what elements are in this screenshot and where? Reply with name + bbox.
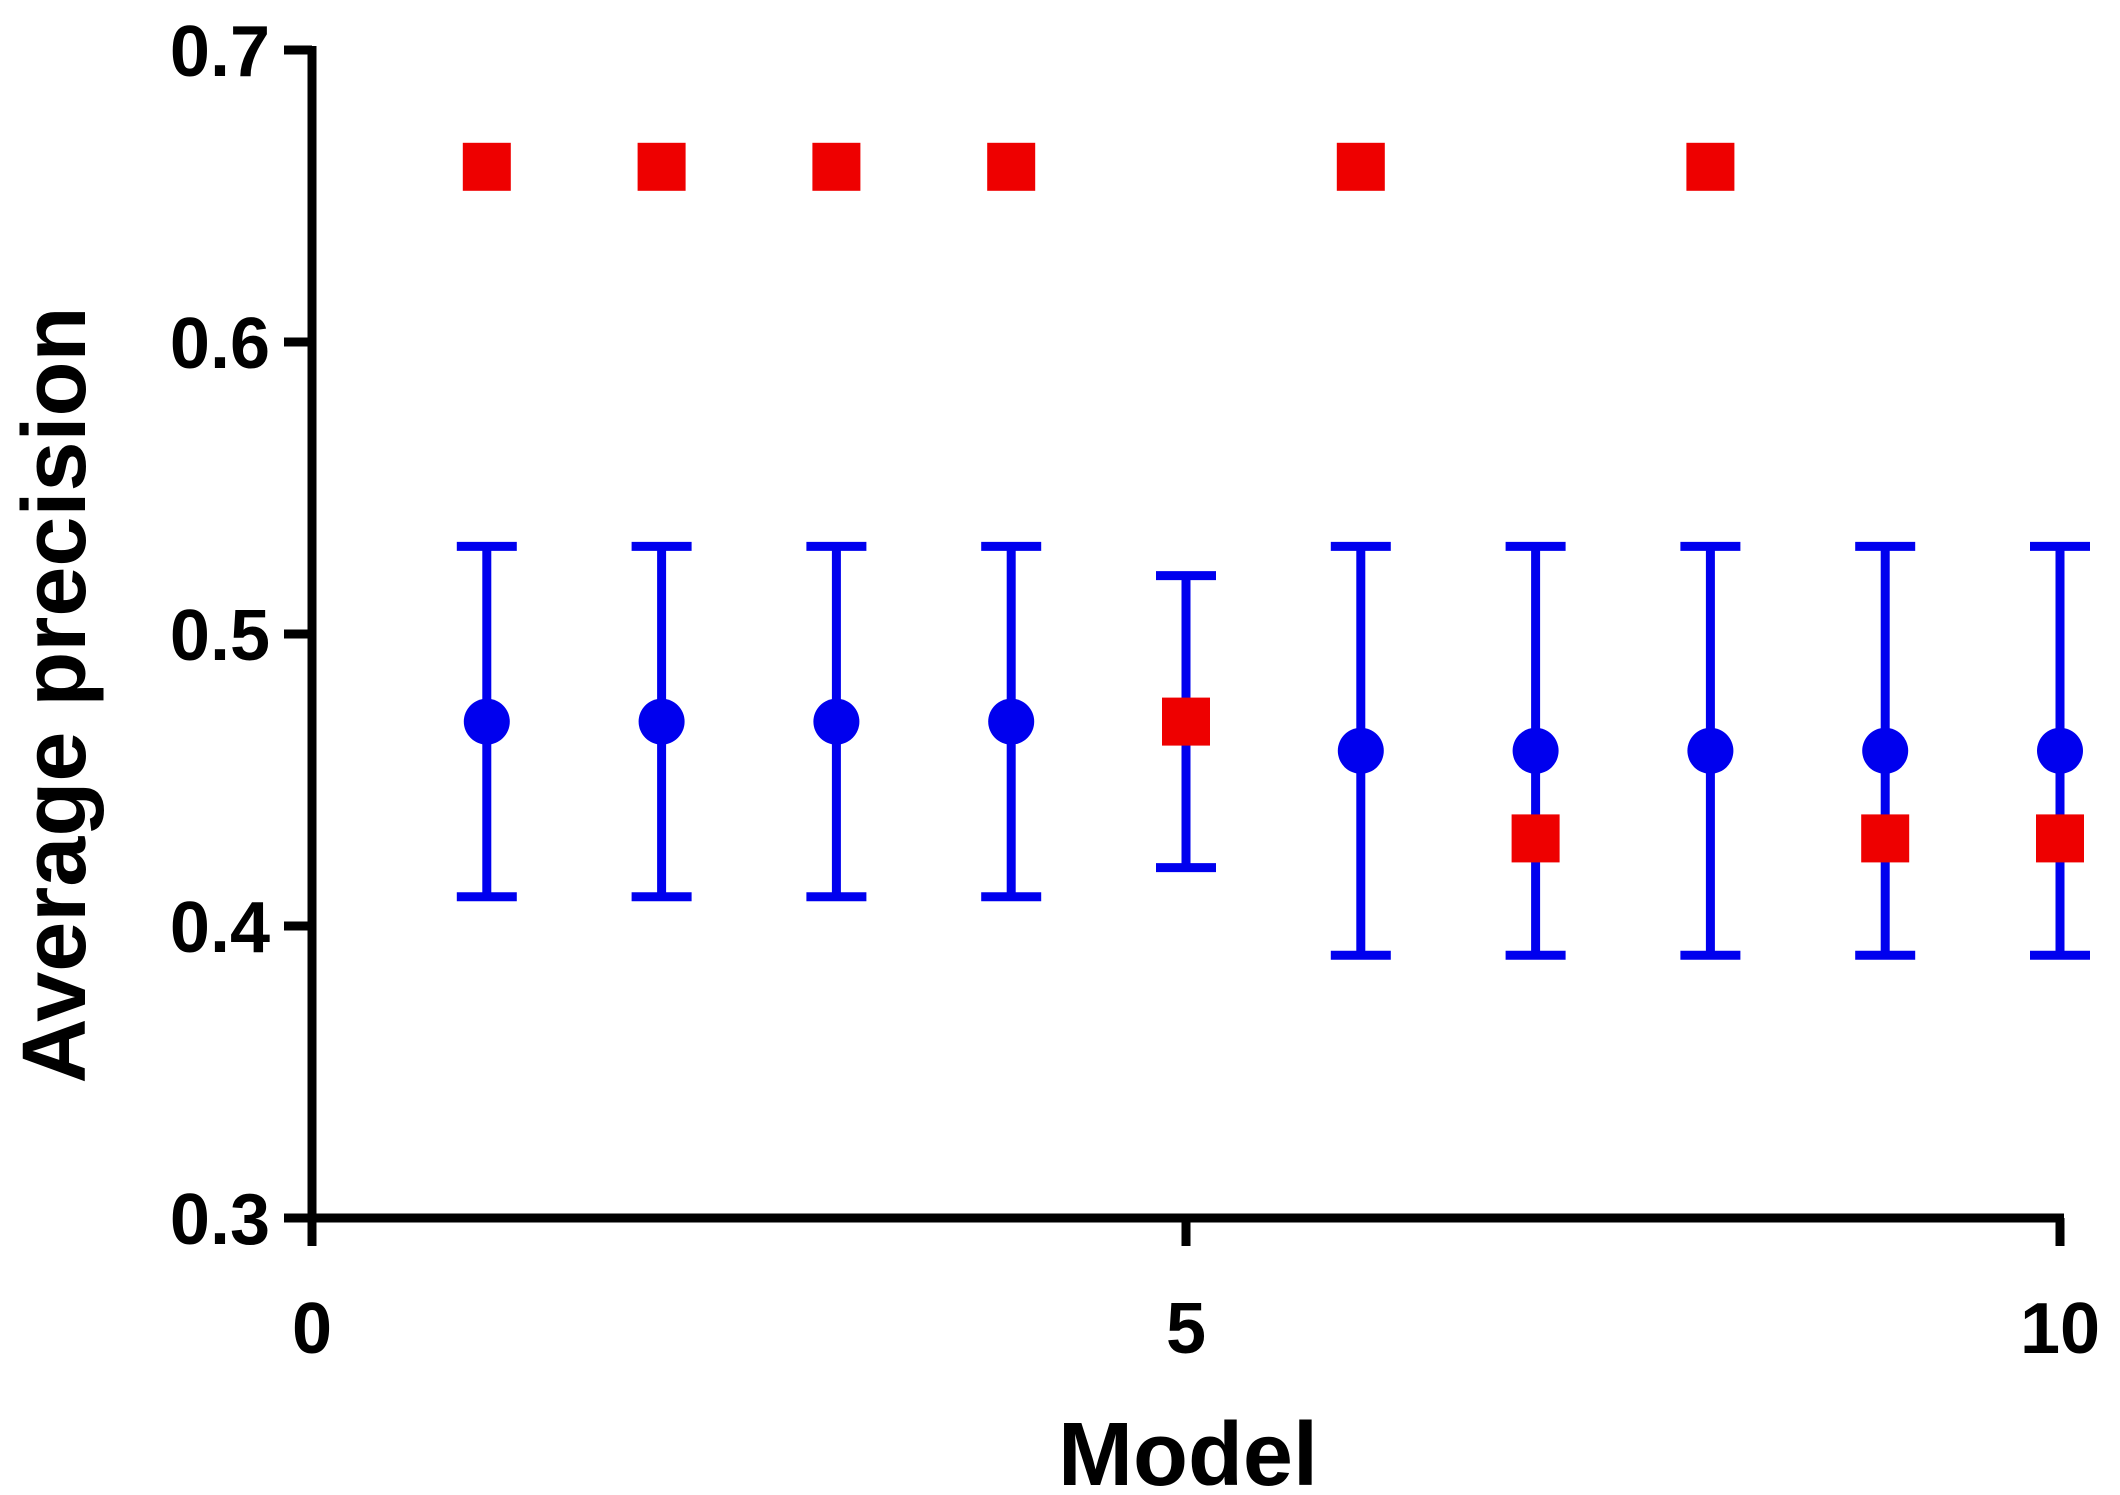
data-point-square [1861,814,1910,863]
data-point-square [1336,142,1385,191]
data-point-circle [1337,727,1384,774]
data-point-square [2036,814,2084,863]
data-point-circle [638,698,685,745]
data-point-circle [1862,727,1909,774]
data-point-square [1686,142,1735,191]
y-tick-label: 0.4 [170,888,270,968]
data-point-square [987,142,1036,191]
data-marks [456,142,2090,960]
data-point-square [1511,814,1560,863]
data-point-circle [1512,727,1559,774]
x-axis-title: Model [1058,1405,1318,1495]
data-point-square [462,142,511,191]
y-tick-label: 0.7 [170,12,270,92]
data-point-circle [988,698,1035,745]
data-point-circle [813,698,860,745]
y-tick-label: 0.3 [170,1180,270,1260]
y-tick-label: 0.6 [170,304,270,384]
x-tick-label: 10 [2020,1289,2100,1369]
data-point-square [637,142,686,191]
y-axis-title: Average precision [5,307,105,1084]
x-tick-label: 5 [1166,1289,1206,1369]
data-point-square [812,142,861,191]
data-point-circle [463,698,510,745]
axes: 0.3 0.4 0.5 0.6 0.7 0 5 10 [170,12,2100,1369]
data-point-circle [2037,727,2083,774]
y-tick-label: 0.5 [170,596,270,676]
x-tick-label: 0 [292,1289,332,1369]
data-point-square [1162,697,1210,746]
data-point-circle [1687,727,1734,774]
